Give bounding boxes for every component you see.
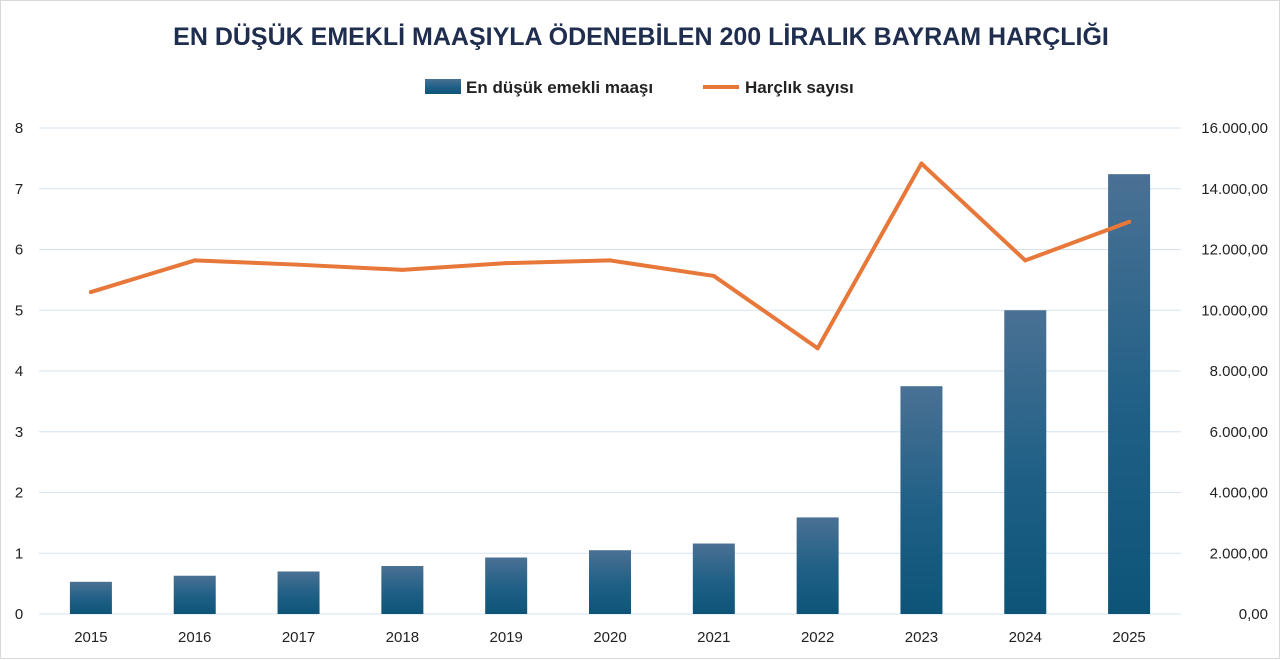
bar <box>589 550 631 614</box>
line-point <box>711 273 716 278</box>
right-tick-label: 12.000,00 <box>1201 242 1268 259</box>
left-tick-label: 6 <box>15 242 23 259</box>
line-point <box>192 258 197 263</box>
left-tick-label: 8 <box>15 120 23 137</box>
left-tick-label: 5 <box>15 302 23 319</box>
chart-title: EN DÜŞÜK EMEKLİ MAAŞIYLA ÖDENEBİLEN 200 … <box>173 22 1109 51</box>
x-tick-label: 2024 <box>1009 629 1042 646</box>
right-tick-label: 16.000,00 <box>1201 120 1268 137</box>
right-tick-label: 10.000,00 <box>1201 302 1268 319</box>
bar <box>381 566 424 614</box>
line-point <box>88 290 93 295</box>
right-tick-label: 4.000,00 <box>1210 485 1268 502</box>
x-axis: 2015 2016 2017 2018 2019 2020 2021 2022 2023 2024… <box>74 629 1146 646</box>
gridlines <box>39 127 1181 615</box>
bar <box>485 557 528 614</box>
x-tick-label: 2017 <box>282 629 315 646</box>
line-point <box>1127 219 1132 224</box>
series-line-harclik <box>88 161 1132 351</box>
right-tick-label: 6.000,00 <box>1210 424 1268 441</box>
x-tick-label: 2021 <box>697 629 730 646</box>
x-tick-label: 2018 <box>386 629 419 646</box>
line-point <box>296 262 301 267</box>
bar <box>1004 310 1047 614</box>
line-point <box>815 346 820 351</box>
x-tick-label: 2020 <box>593 629 626 646</box>
legend-swatch-salary <box>425 79 461 94</box>
line-point <box>1023 258 1028 263</box>
bar <box>692 543 735 614</box>
x-tick-label: 2016 <box>178 629 211 646</box>
bar <box>900 386 943 614</box>
left-tick-label: 2 <box>15 485 23 502</box>
line-series <box>88 161 1132 351</box>
legend-label-salary: En düşük emekli maaşı <box>466 78 653 97</box>
line-point <box>919 161 924 166</box>
left-tick-label: 0 <box>15 606 23 623</box>
x-tick-label: 2019 <box>489 629 522 646</box>
left-tick-label: 3 <box>15 424 23 441</box>
right-axis: 0,00 2.000,00 4.000,00 6.000,00 8.000,00 10.0… <box>1201 120 1268 623</box>
x-tick-label: 2025 <box>1112 629 1145 646</box>
bar <box>69 581 112 614</box>
right-tick-label: 8.000,00 <box>1210 363 1268 380</box>
left-tick-label: 1 <box>15 545 23 562</box>
left-axis: 0 1 2 3 4 5 6 7 8 <box>15 120 23 623</box>
legend-label-count: Harçlık sayısı <box>745 78 854 97</box>
bar <box>173 575 216 614</box>
line-point <box>504 261 509 266</box>
line-point <box>400 267 405 272</box>
right-tick-label: 14.000,00 <box>1201 181 1268 198</box>
x-tick-label: 2022 <box>801 629 834 646</box>
bar <box>796 517 839 614</box>
right-tick-label: 2.000,00 <box>1210 545 1268 562</box>
bar-series <box>69 174 1151 615</box>
x-tick-label: 2015 <box>74 629 107 646</box>
right-tick-label: 0,00 <box>1239 606 1268 623</box>
bar <box>1108 174 1151 615</box>
line-point <box>608 258 612 263</box>
left-tick-label: 7 <box>15 181 23 198</box>
x-tick-label: 2023 <box>905 629 938 646</box>
bar <box>277 571 320 614</box>
legend: En düşük emekli maaşı Harçlık sayısı <box>425 78 854 97</box>
left-tick-label: 4 <box>15 363 23 380</box>
